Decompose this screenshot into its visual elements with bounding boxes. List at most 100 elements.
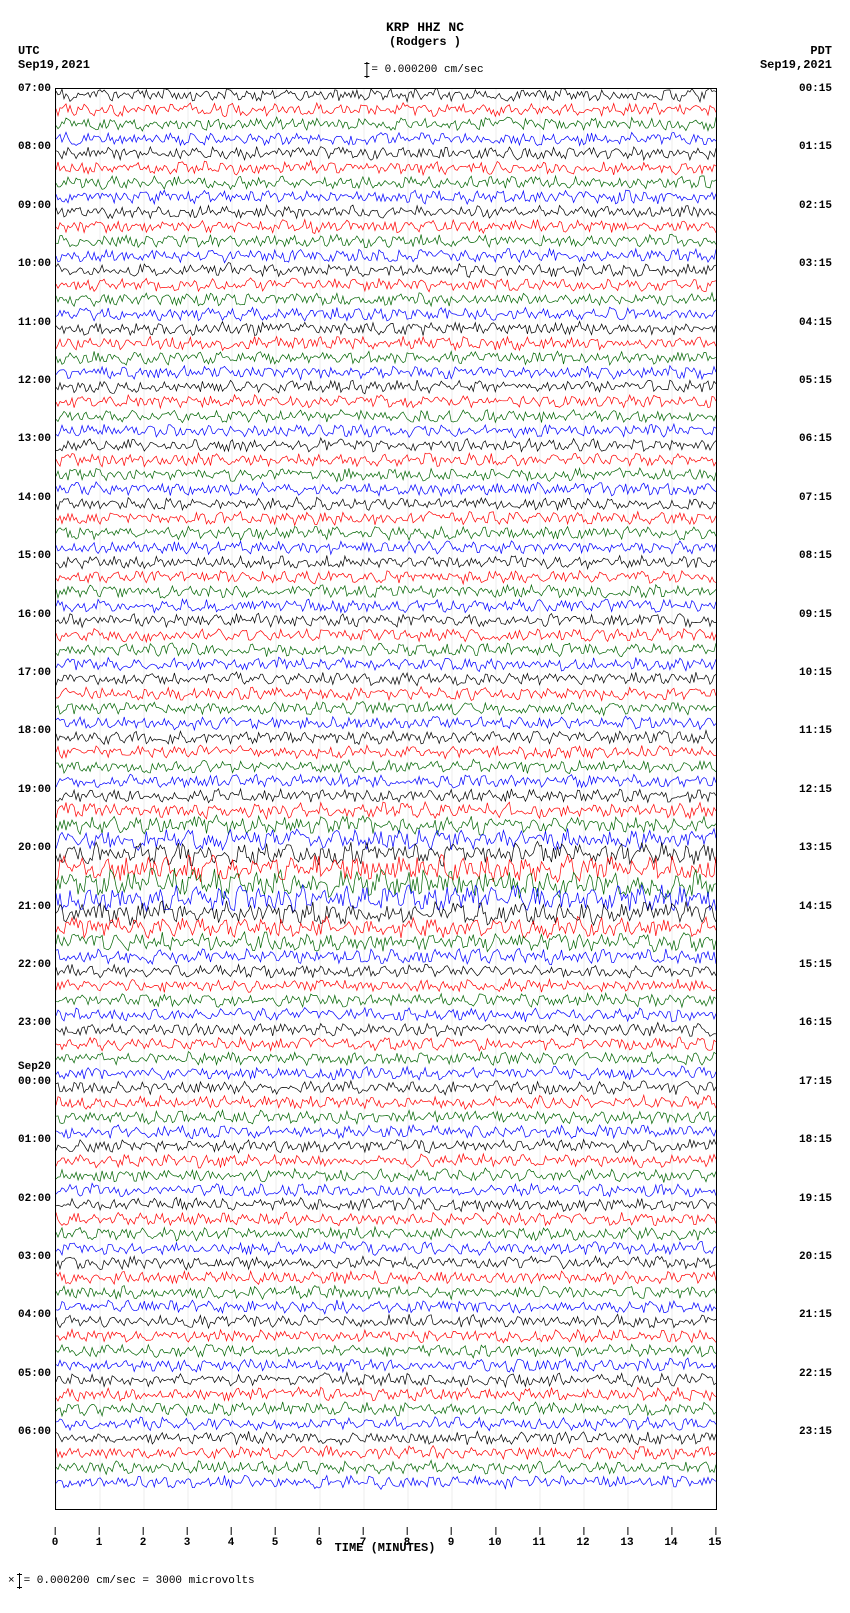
time-label-right: 06:15 (799, 433, 832, 445)
seismic-trace (56, 828, 716, 850)
seismic-trace (56, 293, 716, 307)
seismic-trace (56, 1183, 716, 1196)
seismic-trace (56, 438, 716, 452)
seismic-trace (56, 321, 716, 335)
seismic-trace (56, 1475, 716, 1489)
seismic-trace (56, 613, 716, 627)
time-label-left: 20:00 (18, 842, 51, 854)
plot-area (55, 88, 717, 1510)
seismic-trace (56, 1329, 716, 1342)
seismic-trace (56, 993, 716, 1007)
time-label-right: 23:15 (799, 1426, 832, 1438)
seismic-trace (56, 672, 716, 686)
time-label-right: 10:15 (799, 667, 832, 679)
seismic-trace (56, 949, 716, 965)
seismic-trace (56, 205, 716, 218)
footer-scale-text: = 0.000200 cm/sec = 3000 microvolts (24, 1575, 255, 1587)
time-label-right: 13:15 (799, 842, 832, 854)
time-label-right: 01:15 (799, 141, 832, 153)
seismic-trace (56, 336, 716, 350)
seismic-trace (56, 901, 716, 926)
scale-bar-icon (366, 62, 367, 78)
seismic-trace (56, 307, 716, 321)
date-change-label: Sep20 (18, 1061, 51, 1073)
time-label-right: 02:15 (799, 200, 832, 212)
seismic-trace (56, 657, 716, 671)
seismic-trace (56, 759, 716, 773)
seismic-trace (56, 190, 716, 204)
seismic-trace (56, 410, 716, 423)
seismic-trace (56, 1023, 716, 1037)
station-name: (Rodgers ) (0, 35, 850, 49)
seismic-trace (56, 351, 716, 365)
time-label-left: 12:00 (18, 375, 51, 387)
seismic-trace (56, 161, 716, 175)
seismic-trace (56, 964, 716, 978)
time-label-left: 11:00 (18, 317, 51, 329)
seismic-trace (56, 132, 716, 145)
time-label-right: 07:15 (799, 492, 832, 504)
seismic-trace (56, 1314, 716, 1328)
seismic-trace (56, 1387, 716, 1401)
time-label-right: 05:15 (799, 375, 832, 387)
seismic-trace (56, 1300, 716, 1314)
seismic-trace (56, 841, 716, 866)
seismic-trace (56, 1052, 716, 1066)
time-label-left: 03:00 (18, 1251, 51, 1263)
seismic-trace (56, 932, 716, 952)
time-label-left: 06:00 (18, 1426, 51, 1438)
seismic-trace (56, 1168, 716, 1183)
seismic-trace (56, 1154, 716, 1168)
footer-prefix: × (8, 1575, 15, 1587)
seismic-trace (56, 884, 716, 911)
seismic-trace (56, 117, 716, 131)
time-label-left: 21:00 (18, 901, 51, 913)
seismic-trace (56, 1271, 716, 1284)
time-label-left: 13:00 (18, 433, 51, 445)
seismic-trace (56, 176, 716, 189)
seismic-trace (56, 1256, 716, 1270)
time-label-right: 21:15 (799, 1309, 832, 1321)
time-label-left: 19:00 (18, 784, 51, 796)
time-label-left: 02:00 (18, 1193, 51, 1205)
time-label-left: 07:00 (18, 83, 51, 95)
seismic-trace (56, 541, 716, 555)
time-label-right: 18:15 (799, 1134, 832, 1146)
seismic-trace (56, 1212, 716, 1226)
seismic-trace (56, 234, 716, 247)
seismic-trace (56, 815, 716, 835)
seismic-trace (56, 802, 716, 819)
seismic-trace (56, 147, 716, 161)
x-axis-label: TIME (MINUTES) (55, 1541, 715, 1555)
header: KRP HHZ NC (Rodgers ) (0, 20, 850, 49)
seismic-trace (56, 1241, 716, 1255)
time-label-right: 03:15 (799, 258, 832, 270)
time-label-right: 14:15 (799, 901, 832, 913)
time-label-left: 22:00 (18, 959, 51, 971)
seismic-trace (56, 1402, 716, 1416)
time-label-right: 08:15 (799, 550, 832, 562)
seismic-trace (56, 628, 716, 642)
time-label-right: 12:15 (799, 784, 832, 796)
seismic-trace (56, 482, 716, 496)
seismic-trace (56, 1358, 716, 1372)
seismic-trace (56, 556, 716, 569)
seismic-trace (56, 1066, 716, 1080)
seismic-trace (56, 89, 716, 102)
seismic-trace (56, 380, 716, 394)
seismic-trace (56, 468, 716, 482)
seismic-trace (56, 585, 716, 598)
time-label-left: 15:00 (18, 550, 51, 562)
time-label-left: 05:00 (18, 1368, 51, 1380)
seismic-trace (56, 702, 716, 716)
seismic-trace (56, 1373, 716, 1387)
seismic-trace (56, 1227, 716, 1241)
time-label-right: 20:15 (799, 1251, 832, 1263)
time-label-right: 11:15 (799, 725, 832, 737)
seismic-trace (56, 1198, 716, 1212)
timezone-right: PDT (810, 44, 832, 58)
seismic-trace (56, 979, 716, 993)
seismic-trace (56, 366, 716, 380)
seismogram-traces (56, 89, 716, 1509)
seismic-trace (56, 916, 716, 938)
